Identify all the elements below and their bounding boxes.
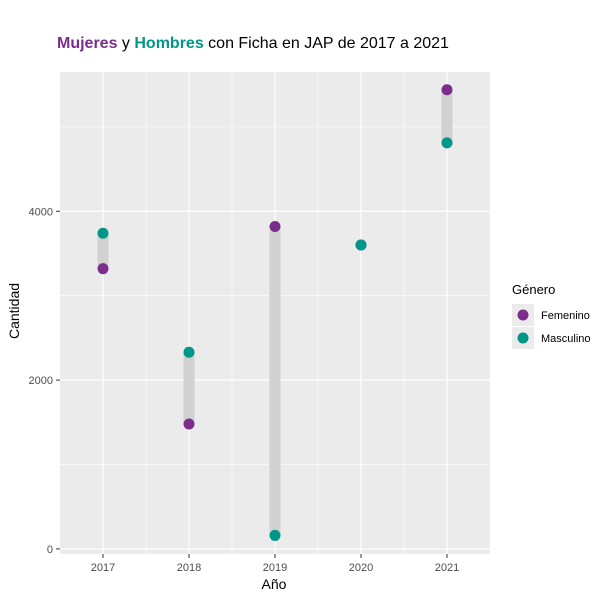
y-axis-title: Cantidad: [6, 283, 22, 339]
legend-label-masculino: Masculino: [541, 333, 591, 345]
chart-title-part: con Ficha en JAP de 2017 a 2021: [204, 35, 449, 52]
x-tick-label: 2020: [349, 562, 373, 574]
point-femenino-2018: [183, 418, 195, 430]
x-tick-label: 2019: [263, 562, 287, 574]
y-tick-label: 4000: [29, 206, 53, 218]
point-femenino-2021: [441, 84, 453, 96]
x-tick-label: 2021: [435, 562, 459, 574]
x-axis-ticks: 2017 2018 2019 2020 2021: [91, 554, 459, 574]
chart-title: Mujeres y Hombres con Ficha en JAP de 20…: [57, 35, 449, 52]
data-points: [97, 84, 453, 541]
legend-label-femenino: Femenino: [541, 310, 590, 322]
chart-title-part: y: [117, 35, 134, 52]
legend: Género Femenino Masculino: [512, 282, 591, 349]
grid-lines: [60, 72, 490, 554]
range-segments: [97, 89, 453, 536]
legend-key-femenino: [517, 309, 529, 321]
point-masculino-2018: [183, 346, 195, 358]
point-femenino-2019: [269, 220, 281, 232]
legend-key-masculino: [517, 332, 529, 344]
y-tick-label: 0: [47, 544, 53, 556]
y-tick-label: 2000: [29, 375, 53, 387]
chart-title-part: Hombres: [134, 35, 203, 52]
legend-title: Género: [512, 282, 555, 297]
point-masculino-2017: [97, 227, 109, 239]
point-masculino-2020: [355, 239, 367, 251]
y-axis-ticks: 0 2000 4000: [29, 206, 60, 556]
point-masculino-2021: [441, 137, 453, 149]
x-tick-label: 2017: [91, 562, 115, 574]
chart-title-part: Mujeres: [57, 35, 118, 52]
point-femenino-2017: [97, 263, 109, 275]
point-masculino-2019: [269, 529, 281, 541]
x-tick-label: 2018: [177, 562, 201, 574]
x-axis-title: Año: [262, 576, 287, 592]
